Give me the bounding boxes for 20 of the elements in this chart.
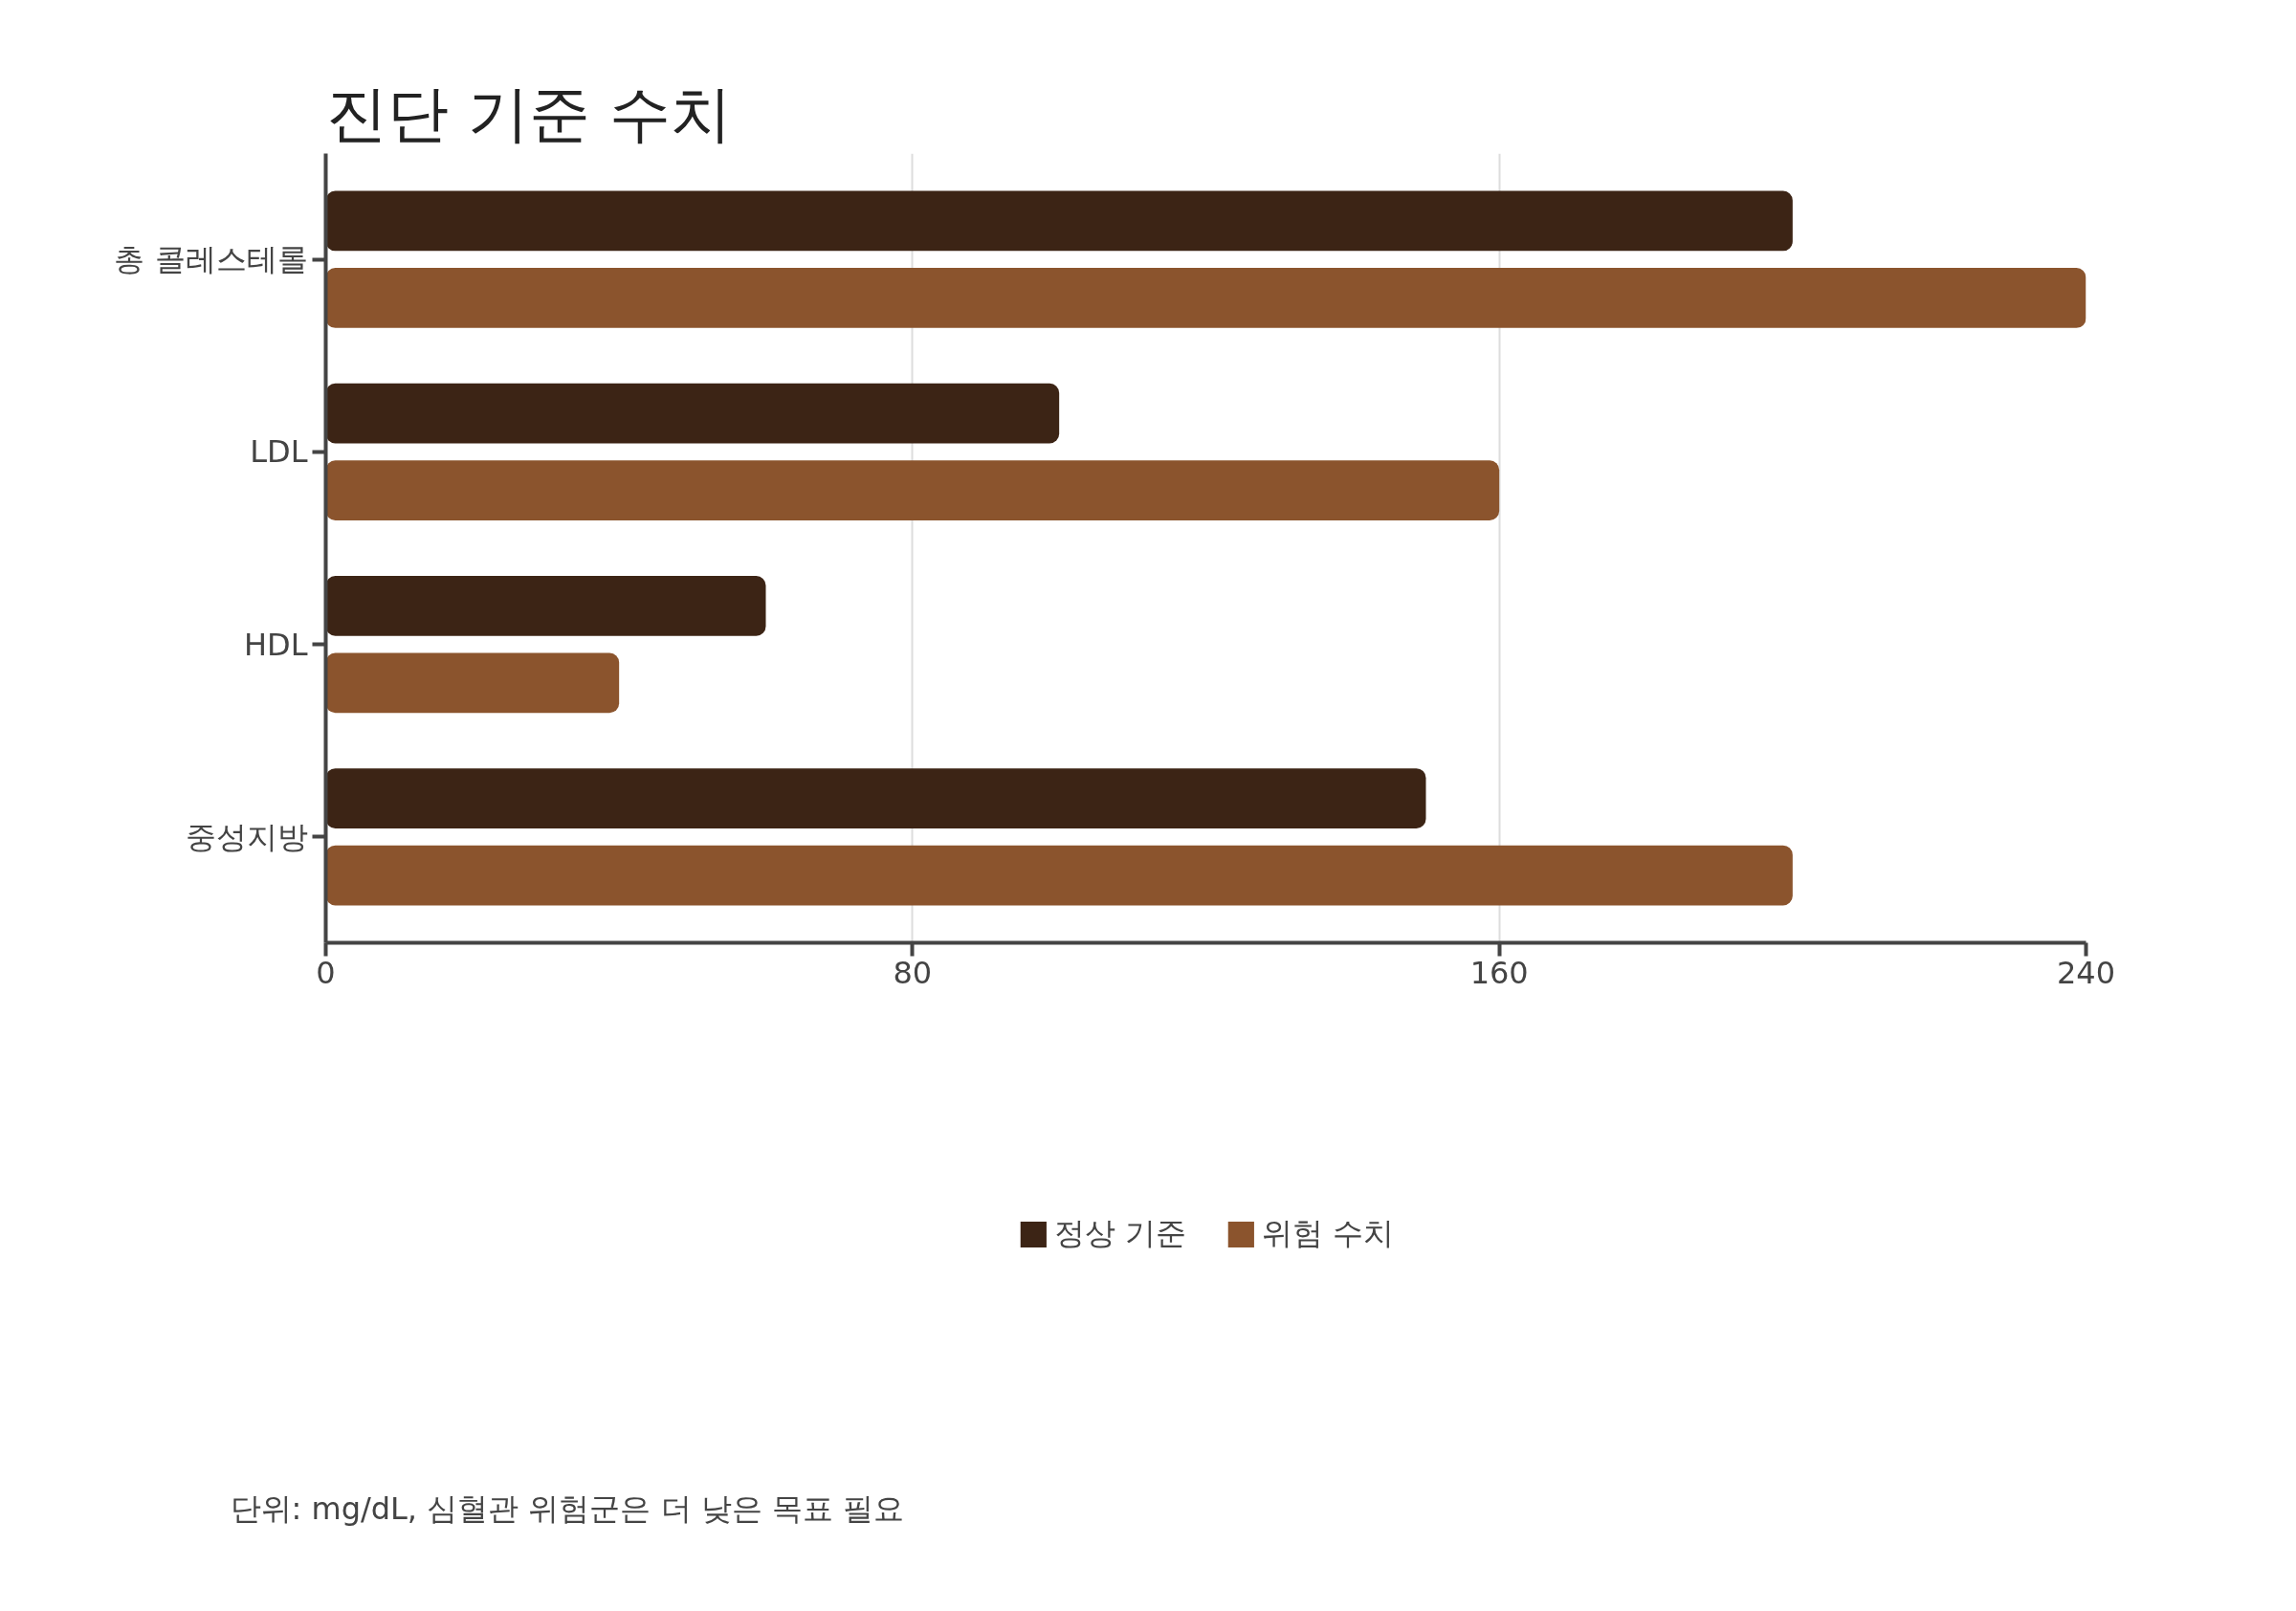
x-tick-label: 240	[2056, 954, 2116, 991]
chart-title: 진단 기준 수치	[325, 77, 733, 149]
bar	[325, 460, 1500, 521]
bar	[325, 845, 1793, 906]
text: 단위: mg/dL, 심혈관 위험군은 더 낮은 목표 필요	[230, 1490, 905, 1527]
bar	[325, 383, 1060, 444]
bar	[325, 652, 620, 714]
legend-label: 위험 수치	[1262, 1214, 1395, 1253]
bar	[325, 768, 1426, 828]
y-tick-label: 중성지방	[185, 818, 308, 855]
x-tick-label: 0	[316, 954, 336, 991]
x-tick-label: 80	[893, 954, 933, 991]
y-tick-label: HDL	[243, 626, 308, 663]
bar	[325, 575, 766, 636]
bar	[325, 268, 2086, 328]
bar	[325, 190, 1793, 252]
y-tick-label: 총 콜레스테롤	[114, 241, 308, 278]
legend-label: 정상 기준	[1053, 1214, 1186, 1253]
y-tick-label: LDL	[250, 433, 308, 471]
x-tick-label: 160	[1469, 954, 1529, 991]
